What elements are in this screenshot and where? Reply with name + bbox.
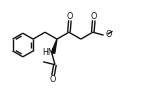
- Text: HN: HN: [43, 48, 54, 57]
- Text: O: O: [67, 12, 73, 21]
- Text: O: O: [106, 30, 112, 39]
- Polygon shape: [51, 39, 57, 53]
- Text: O: O: [50, 75, 56, 84]
- Text: O: O: [91, 12, 97, 21]
